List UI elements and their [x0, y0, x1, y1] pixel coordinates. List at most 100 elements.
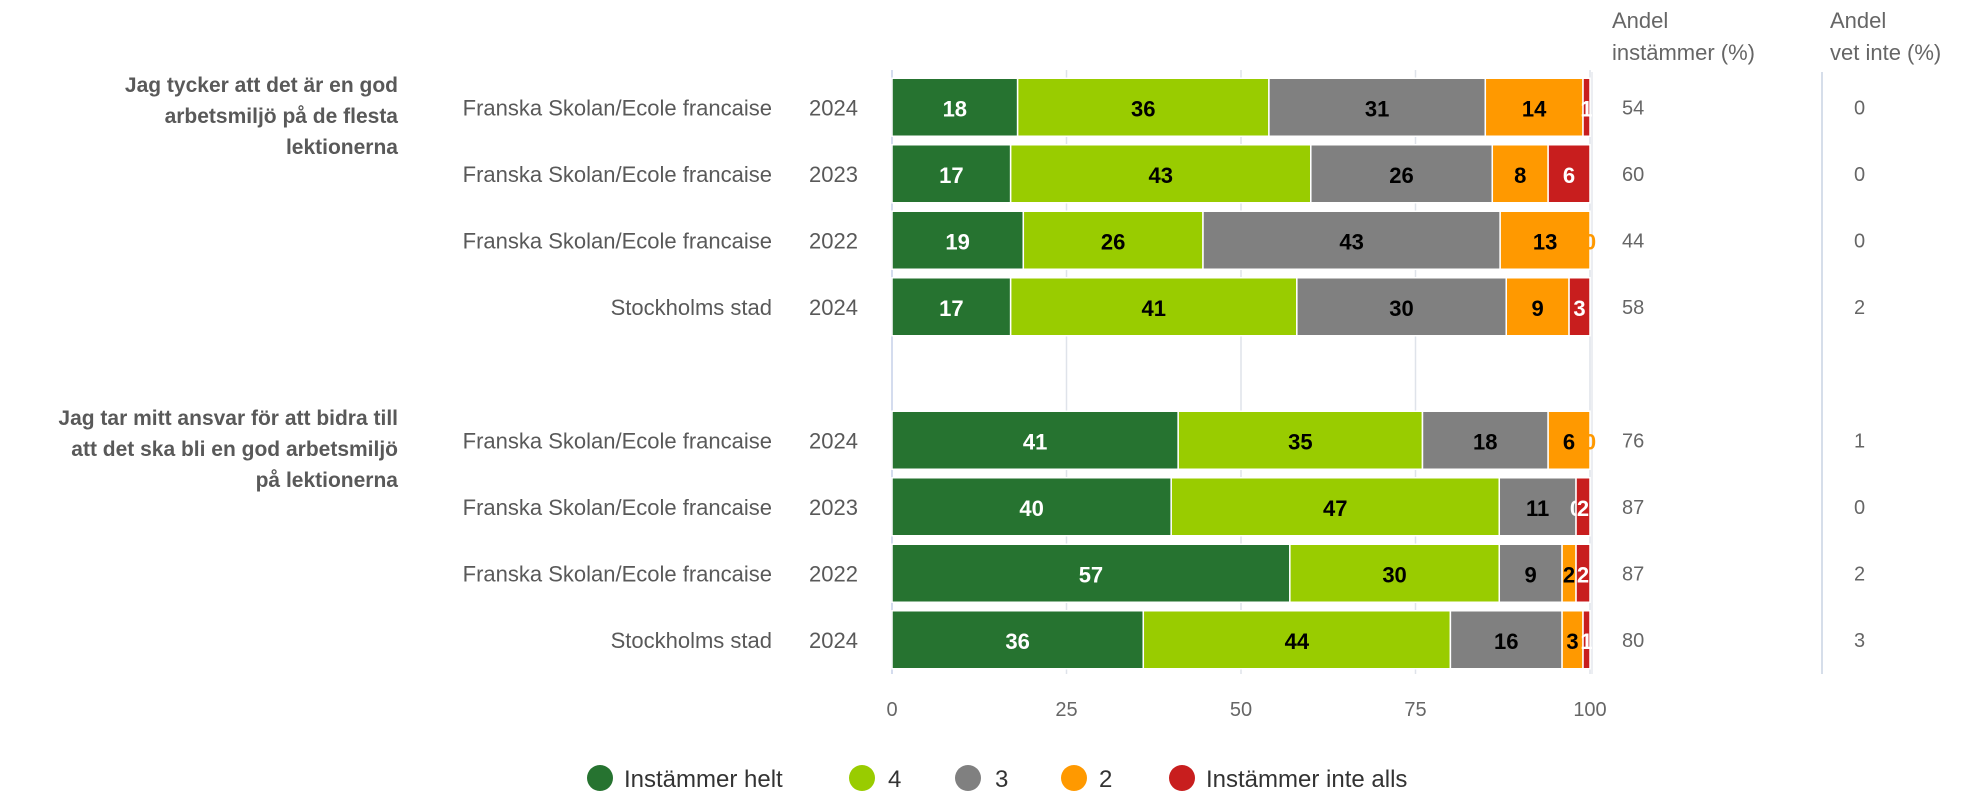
bar-segment-label: 41: [1023, 429, 1047, 454]
bar-segment: [1498, 477, 1577, 537]
question-label: att det ska bli en god arbetsmiljö: [71, 438, 398, 461]
row-name-label: Franska Skolan/Ecole francaise: [463, 495, 772, 520]
bar-segment: [1177, 410, 1424, 470]
bar-segment: [1499, 210, 1591, 270]
x-tick-label: 75: [1404, 699, 1426, 721]
bar-segment-label: 26: [1389, 163, 1413, 188]
row-year-label: 2024: [809, 295, 858, 320]
bar-segment-label: 2: [1577, 496, 1589, 521]
andel-instammer-value: 58: [1622, 297, 1644, 319]
bar-segment: [1575, 543, 1591, 603]
row-year-label: 2024: [809, 628, 858, 653]
andel-instammer-value: 54: [1622, 97, 1644, 119]
bar-segment: [1505, 277, 1570, 337]
andel-vet-inte-value: 3: [1854, 630, 1865, 652]
bar-segment: [1547, 144, 1591, 204]
bar-segment-label: 31: [1365, 96, 1389, 121]
bar-segment-label: 2: [1563, 562, 1575, 587]
andel-vet-inte-value: 0: [1854, 497, 1865, 519]
bar-segment: [1296, 277, 1507, 337]
andel-instammer-value: 87: [1622, 563, 1644, 585]
bar-segment-label: 17: [939, 296, 963, 321]
bar-segment-label: 18: [1473, 429, 1497, 454]
bar-segment: [1170, 477, 1501, 537]
legend-swatch: [1061, 765, 1087, 791]
bar-segment-label: 47: [1323, 496, 1347, 521]
andel-vet-inte-value: 0: [1854, 164, 1865, 186]
bar-segment-label: 36: [1005, 629, 1029, 654]
bar-segment-label: 44: [1285, 629, 1310, 654]
bar-segment-label: 17: [939, 163, 963, 188]
row-name-label: Franska Skolan/Ecole francaise: [463, 561, 772, 586]
bar-segment-label: 9: [1525, 562, 1537, 587]
row-year-label: 2024: [809, 95, 858, 120]
question-label: lektionerna: [286, 136, 398, 159]
column-header-andel-instammer: Andel: [1612, 8, 1668, 33]
bar-segment-label: 8: [1514, 163, 1526, 188]
legend-item-label: Instämmer inte alls: [1206, 766, 1407, 792]
legend-item-label: 4: [888, 766, 901, 792]
bar-segment-label: 3: [1573, 296, 1585, 321]
bar-segment: [1022, 210, 1204, 270]
row-year-label: 2023: [809, 162, 858, 187]
bar-segment-label: 18: [943, 96, 967, 121]
bar-segment: [1498, 543, 1563, 603]
andel-vet-inte-value: 2: [1854, 297, 1865, 319]
bar-segment-label: 40: [1019, 496, 1043, 521]
bar-segment: [1582, 610, 1591, 670]
bar-segment-label: 9: [1532, 296, 1544, 321]
row-year-label: 2023: [809, 495, 858, 520]
bar-segment: [1575, 477, 1591, 537]
bar-segment-label: 0: [1584, 229, 1596, 254]
andel-instammer-value: 80: [1622, 630, 1644, 652]
bar-segment: [1568, 277, 1591, 337]
bar-segment: [1421, 410, 1549, 470]
andel-instammer-value: 44: [1622, 230, 1644, 252]
bar-segment-label: 16: [1494, 629, 1518, 654]
andel-vet-inte-value: 0: [1854, 230, 1865, 252]
bar-segment-label: 11: [1526, 496, 1549, 521]
question-label: arbetsmiljö på de flesta: [165, 105, 399, 128]
bar-segment: [1582, 77, 1591, 137]
bar-segment-label: 0: [1584, 429, 1596, 454]
bar-segment: [1009, 277, 1298, 337]
bar-segment: [891, 543, 1291, 603]
bar-segment-label: 3: [1566, 629, 1578, 654]
column-header-andel-vet-inte: vet inte (%): [1830, 40, 1941, 65]
bar-segment: [891, 277, 1012, 337]
legend-item-label: 3: [995, 766, 1008, 792]
bar-segment-label: 13: [1533, 229, 1557, 254]
column-header-andel-vet-inte: Andel: [1830, 8, 1886, 33]
bar-segment-label: 43: [1148, 163, 1172, 188]
bar-segment: [1310, 144, 1494, 204]
bar-segment-label: 30: [1382, 562, 1406, 587]
andel-instammer-value: 60: [1622, 164, 1644, 186]
bar-segment: [891, 410, 1179, 470]
row-name-label: Franska Skolan/Ecole francaise: [463, 428, 772, 453]
x-tick-label: 50: [1230, 699, 1252, 721]
x-tick-label: 0: [886, 699, 897, 721]
andel-instammer-value: 87: [1622, 497, 1644, 519]
x-tick-label: 100: [1573, 699, 1606, 721]
bar-segment-label: 36: [1131, 96, 1155, 121]
legend-swatch: [849, 765, 875, 791]
row-name-label: Stockholms stad: [611, 295, 772, 320]
andel-vet-inte-value: 2: [1854, 563, 1865, 585]
legend-swatch: [955, 765, 981, 791]
legend-swatch: [587, 765, 613, 791]
bar-segment: [1142, 610, 1452, 670]
row-name-label: Franska Skolan/Ecole francaise: [463, 162, 772, 187]
bar-segment-label: 1: [1580, 629, 1592, 654]
question-label: Jag tar mitt ansvar för att bidra till: [58, 407, 398, 430]
bar-segment-label: 57: [1079, 562, 1103, 587]
bar-segment: [1016, 77, 1270, 137]
bar-segment-label: 30: [1389, 296, 1413, 321]
bar-segment-label: 2: [1577, 562, 1589, 587]
legend-item-label: 2: [1099, 766, 1112, 792]
row-name-label: Stockholms stad: [611, 628, 772, 653]
bar-segment-label: 14: [1522, 96, 1547, 121]
bar-segment: [891, 610, 1145, 670]
bar-segment-label: 1: [1580, 96, 1592, 121]
